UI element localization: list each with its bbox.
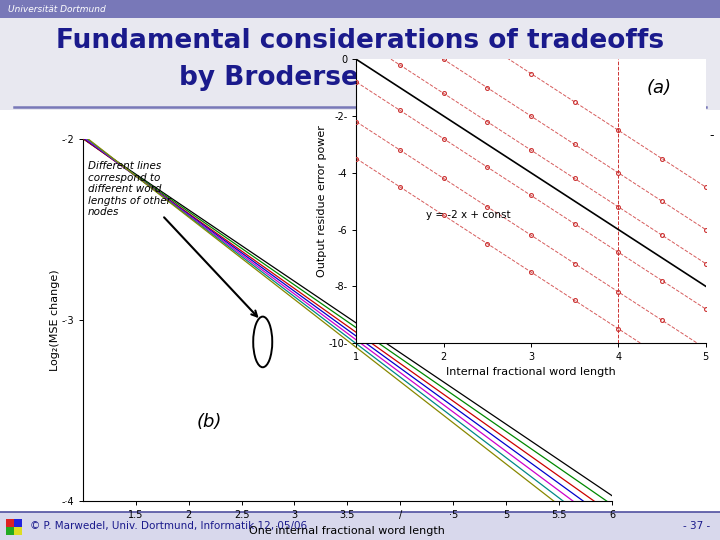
Text: (a): (a) <box>647 79 671 97</box>
Text: Fundamental considerations of tradeoffs: Fundamental considerations of tradeoffs <box>56 28 664 54</box>
Text: Different lines
correspond to
different word
lengths of other
nodes: Different lines correspond to different … <box>88 161 171 218</box>
Y-axis label: Output residue error power: Output residue error power <box>317 125 327 277</box>
Bar <box>0 107 720 512</box>
X-axis label: One internal fractional word length: One internal fractional word length <box>249 526 446 536</box>
Bar <box>6 519 14 527</box>
Bar <box>6 527 14 535</box>
Bar <box>0 18 720 110</box>
X-axis label: Internal fractional word length: Internal fractional word length <box>446 368 616 377</box>
Text: -: - <box>709 130 714 143</box>
Text: by Brodersen (Berkeley): by Brodersen (Berkeley) <box>179 65 541 91</box>
Bar <box>0 512 720 540</box>
Text: © P. Marwedel, Univ. Dortmund, Informatik 12, 05/06: © P. Marwedel, Univ. Dortmund, Informati… <box>30 521 307 531</box>
Bar <box>0 0 720 18</box>
Text: (b): (b) <box>197 413 222 430</box>
Text: Universität Dortmund: Universität Dortmund <box>8 4 106 14</box>
Bar <box>14 519 22 527</box>
Bar <box>14 527 22 535</box>
Y-axis label: Log₂(MSE change): Log₂(MSE change) <box>50 269 60 371</box>
Text: - 37 -: - 37 - <box>683 521 710 531</box>
Text: y = -2 x + const: y = -2 x + const <box>426 210 511 220</box>
